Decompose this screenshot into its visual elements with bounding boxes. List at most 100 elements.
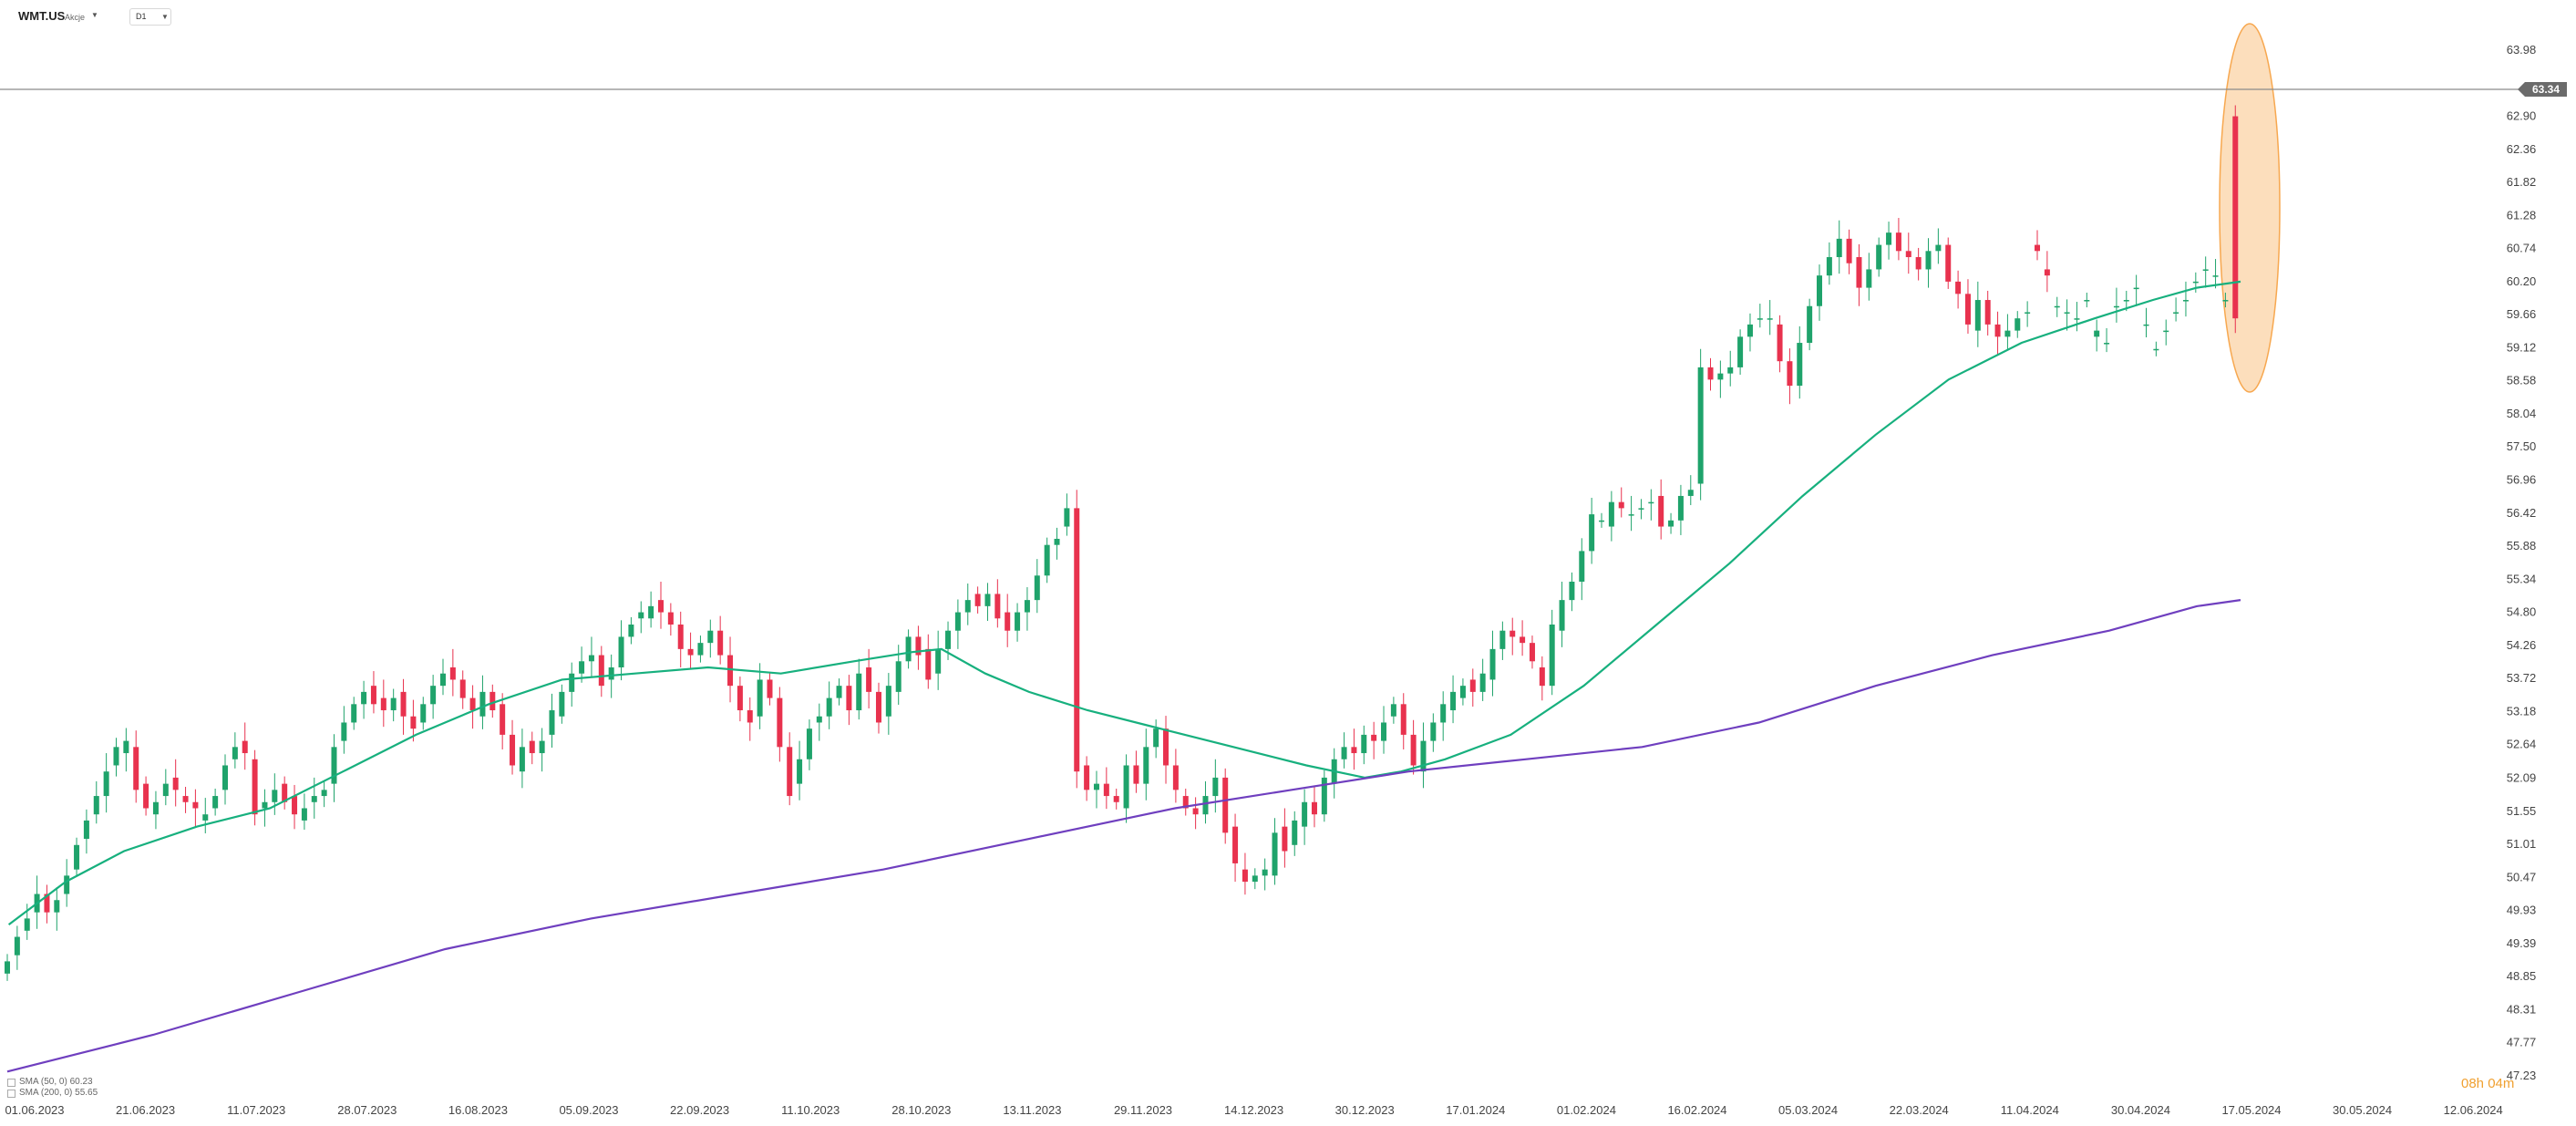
candle <box>915 625 922 670</box>
candle <box>579 646 585 683</box>
candle <box>1331 748 1337 799</box>
candle-body <box>1915 257 1922 270</box>
x-tick-label: 17.01.2024 <box>1446 1103 1505 1117</box>
candle <box>1905 232 1911 274</box>
candle <box>1430 713 1437 752</box>
candle <box>2113 287 2119 323</box>
x-tick-label: 14.12.2023 <box>1224 1103 1283 1117</box>
candle-body <box>608 667 614 680</box>
candle-body <box>1687 490 1694 496</box>
candle <box>2163 319 2169 346</box>
y-tick-label: 52.64 <box>2507 738 2537 751</box>
candle-body <box>915 636 922 656</box>
candle-body <box>1836 238 1842 258</box>
candle <box>64 859 70 907</box>
y-tick-label: 51.55 <box>2507 804 2537 818</box>
x-tick-label: 29.11.2023 <box>1114 1103 1172 1117</box>
symbol-label[interactable]: WMT.US <box>18 9 66 23</box>
candle <box>351 697 357 730</box>
y-tick-label: 62.36 <box>2507 142 2537 156</box>
candle-body <box>875 691 881 723</box>
candle <box>1302 789 1308 845</box>
candle-body <box>1856 257 1862 288</box>
candle-body <box>777 697 783 748</box>
candle <box>767 672 773 706</box>
candle <box>2104 327 2110 353</box>
candle-body <box>64 875 70 894</box>
candle-body <box>1084 765 1090 790</box>
candle-body <box>667 612 674 625</box>
candle-body <box>1707 367 1714 380</box>
candle <box>1054 527 1060 560</box>
candle-body <box>1469 679 1476 692</box>
candle-body <box>569 673 575 692</box>
candle <box>202 798 209 834</box>
y-tick-label: 55.88 <box>2507 539 2537 553</box>
legend-sma200[interactable]: SMA (200, 0) 55.65 <box>7 1088 98 1099</box>
x-tick-label: 13.11.2023 <box>1003 1103 1061 1117</box>
candle-body <box>1648 501 1654 504</box>
candle <box>588 636 594 678</box>
candle <box>1064 493 1070 536</box>
candle <box>1994 311 2001 356</box>
candle-body <box>93 796 99 815</box>
candle <box>1024 587 1030 631</box>
candle-body <box>697 643 704 656</box>
x-tick-label: 22.09.2023 <box>670 1103 729 1117</box>
candle-body <box>192 801 199 809</box>
candle-body <box>1282 826 1288 852</box>
candle <box>2054 296 2060 317</box>
candle <box>83 809 89 854</box>
candle <box>242 722 248 770</box>
candle <box>994 579 1001 628</box>
candle <box>1420 722 1427 789</box>
candle <box>430 675 437 719</box>
candle <box>103 753 109 813</box>
candle <box>1628 495 1634 532</box>
candle-body <box>74 844 80 870</box>
candle <box>449 648 456 697</box>
candle <box>826 681 832 729</box>
candle-body <box>1381 722 1387 741</box>
candle <box>2004 314 2011 350</box>
candle-body <box>1638 508 1644 510</box>
candle <box>1945 237 1952 289</box>
candle-body <box>2044 269 2050 276</box>
candle-body <box>856 673 862 711</box>
candle <box>1787 348 1793 405</box>
candle-body <box>321 790 327 797</box>
candle-body <box>1093 783 1099 790</box>
candle-body <box>2074 318 2080 320</box>
candle <box>935 630 942 690</box>
candle <box>1697 348 1704 501</box>
candle <box>1935 228 1942 264</box>
candle-body <box>459 679 466 698</box>
candle-body <box>14 936 20 956</box>
candle-body <box>1143 747 1149 784</box>
legend-sma50[interactable]: SMA (50, 0) 60.23 <box>7 1077 98 1088</box>
candle-body <box>1311 801 1317 815</box>
candle-body <box>2104 343 2110 345</box>
candle-body <box>500 704 506 735</box>
candle-body <box>677 625 684 649</box>
candle-body <box>2035 244 2041 252</box>
candle-body <box>1994 324 2001 337</box>
y-tick-label: 53.18 <box>2507 704 2537 718</box>
candle <box>1599 512 1605 528</box>
candle <box>1895 218 1901 261</box>
candle-body <box>519 747 525 772</box>
candle-body <box>489 691 496 711</box>
candle <box>1569 572 1575 612</box>
candle <box>232 732 238 769</box>
candle-body <box>549 710 555 735</box>
candle-body <box>1499 630 1506 649</box>
symbol-dropdown-icon[interactable]: ▼ <box>91 11 98 19</box>
candle <box>717 615 724 665</box>
candle <box>1747 313 1753 352</box>
candle <box>212 789 219 816</box>
candle-body <box>5 961 10 974</box>
x-tick-label: 28.10.2023 <box>891 1103 951 1117</box>
timeframe-select[interactable]: D1 ▼ <box>129 8 171 26</box>
candle <box>846 675 852 726</box>
